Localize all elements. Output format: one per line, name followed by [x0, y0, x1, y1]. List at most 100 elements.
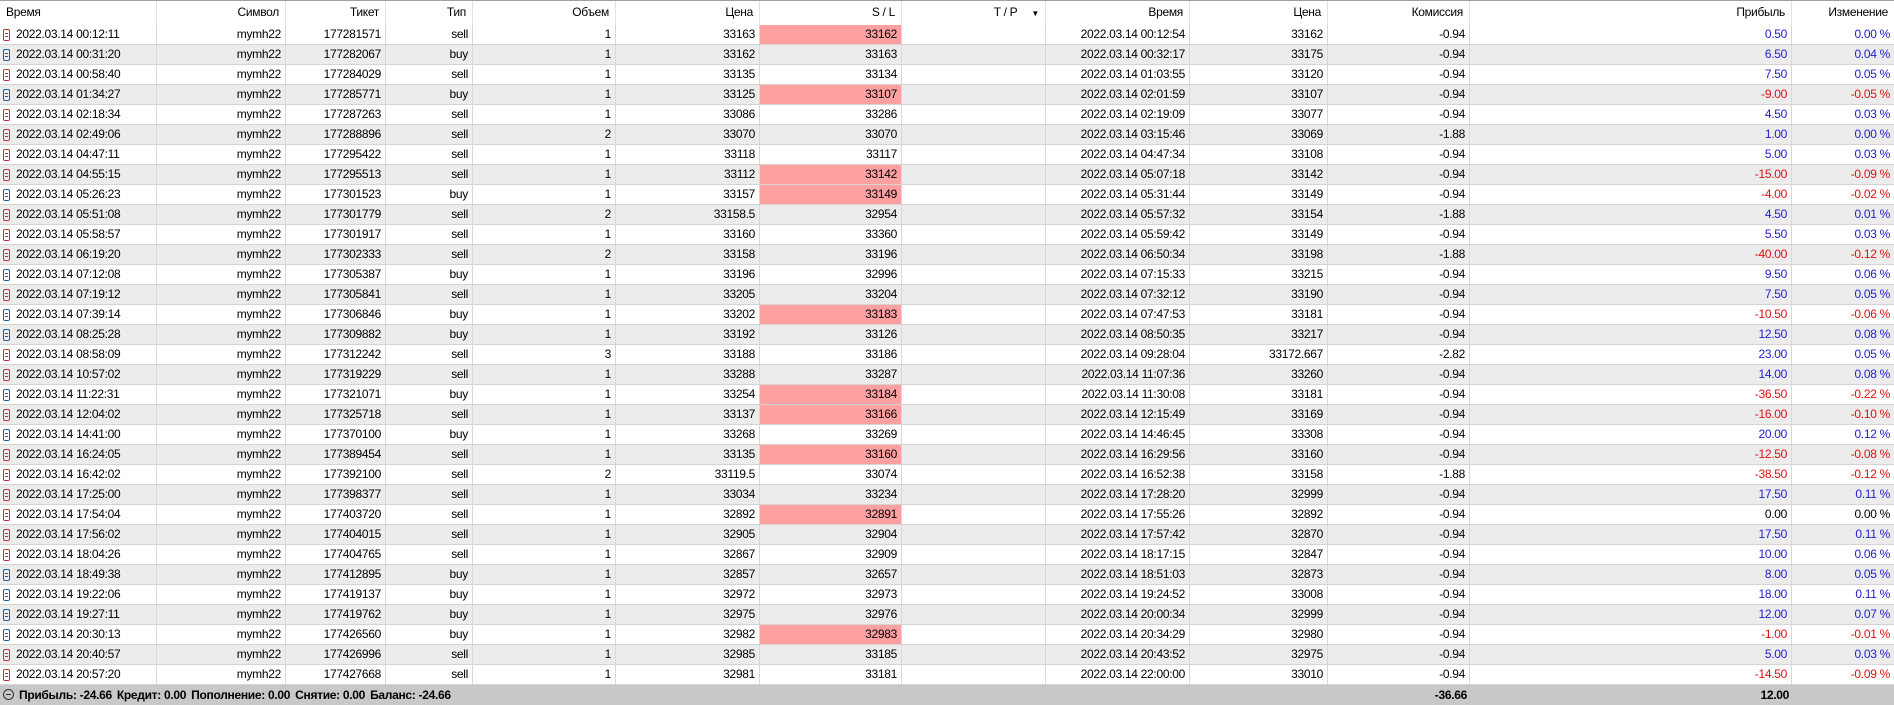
cell-ticket: 177309882: [286, 325, 386, 344]
column-header-tp[interactable]: T / P ▼: [902, 1, 1046, 25]
table-row[interactable]: 2022.03.14 14:41:00 mymh22 177370100 buy 1 33…: [0, 425, 1894, 445]
cell-close-price: 33162: [1190, 25, 1328, 44]
table-row[interactable]: 2022.03.14 04:55:15 mymh22 177295513 sell 1 3…: [0, 165, 1894, 185]
table-row[interactable]: 2022.03.14 12:04:02 mymh22 177325718 sell 1 3…: [0, 405, 1894, 425]
column-header-label: Время: [1148, 5, 1183, 19]
cell-sl: 32891: [760, 505, 902, 524]
cell-tp: [902, 165, 1046, 184]
cell-close-time: 2022.03.14 09:28:04: [1046, 345, 1190, 364]
cell-open-time: 2022.03.14 07:39:14: [0, 305, 157, 324]
commission-total: -36.66: [1434, 688, 1468, 702]
cell-ticket: 177398377: [286, 485, 386, 504]
open-time-text: 2022.03.14 02:18:34: [16, 107, 121, 121]
cell-profit: 5.50: [1470, 225, 1792, 244]
table-row[interactable]: 2022.03.14 07:39:14 mymh22 177306846 buy 1 33…: [0, 305, 1894, 325]
cell-open-price: 33192: [616, 325, 760, 344]
cell-close-time: 2022.03.14 22:00:00: [1046, 665, 1190, 684]
cell-profit: 7.50: [1470, 65, 1792, 84]
collapse-icon[interactable]: [3, 689, 14, 700]
table-row[interactable]: 2022.03.14 00:12:11 mymh22 177281571 sell 1 3…: [0, 25, 1894, 45]
column-header-type[interactable]: Тип: [386, 1, 473, 25]
cell-close-price: 33154: [1190, 205, 1328, 224]
table-row[interactable]: 2022.03.14 08:58:09 mymh22 177312242 sell 3 3…: [0, 345, 1894, 365]
cell-change: 0.11 %: [1855, 587, 1890, 601]
table-row[interactable]: 2022.03.14 02:49:06 mymh22 177288896 sell 2 3…: [0, 125, 1894, 145]
cell-change: -0.08 %: [1850, 447, 1891, 461]
table-row[interactable]: 2022.03.14 19:27:11 mymh22 177419762 buy 1 32…: [0, 605, 1894, 625]
cell-open-time: 2022.03.14 19:22:06: [0, 585, 157, 604]
cell-type: buy: [386, 605, 473, 624]
cell-change: -0.05 %: [1850, 87, 1891, 101]
table-row[interactable]: 2022.03.14 00:31:20 mymh22 177282067 buy 1 33…: [0, 45, 1894, 65]
cell-type: sell: [386, 125, 473, 144]
cell-ticket: 177305387: [286, 265, 386, 284]
table-row[interactable]: 2022.03.14 10:57:02 mymh22 177319229 sell 1 3…: [0, 365, 1894, 385]
table-row[interactable]: 2022.03.14 18:04:26 mymh22 177404765 sell 1 3…: [0, 545, 1894, 565]
cell-volume: 1: [473, 405, 616, 424]
column-header-change[interactable]: Изменение: [1792, 1, 1894, 25]
cell-profit: 6.50: [1470, 45, 1792, 64]
cell-close-price: 33108: [1190, 145, 1328, 164]
table-row[interactable]: 2022.03.14 16:24:05 mymh22 177389454 sell 1 3…: [0, 445, 1894, 465]
cell-change: 0.07 %: [1854, 607, 1890, 621]
column-header-time[interactable]: Время: [0, 1, 157, 25]
table-row[interactable]: 2022.03.14 17:25:00 mymh22 177398377 sell 1 3…: [0, 485, 1894, 505]
column-header-close-time[interactable]: Время: [1046, 1, 1190, 25]
open-time-text: 2022.03.14 20:57:20: [16, 667, 121, 681]
cell-symbol: mymh22: [157, 25, 286, 44]
table-row[interactable]: 2022.03.14 19:22:06 mymh22 177419137 buy 1 32…: [0, 585, 1894, 605]
table-row[interactable]: 2022.03.14 16:42:02 mymh22 177392100 sell 2 3…: [0, 465, 1894, 485]
cell-symbol: mymh22: [157, 365, 286, 384]
cell-change: 0.06 %: [1854, 267, 1890, 281]
table-row[interactable]: 2022.03.14 07:12:08 mymh22 177305387 buy 1 33…: [0, 265, 1894, 285]
table-row[interactable]: 2022.03.14 18:49:38 mymh22 177412895 buy 1 32…: [0, 565, 1894, 585]
open-time-text: 2022.03.14 12:04:02: [16, 407, 121, 421]
open-time-text: 2022.03.14 07:39:14: [16, 307, 121, 321]
profit-total: 12.00: [1760, 688, 1789, 702]
column-header-sl[interactable]: S / L: [760, 1, 902, 25]
table-row[interactable]: 2022.03.14 04:47:11 mymh22 177295422 sell 1 3…: [0, 145, 1894, 165]
cell-close-price: 33175: [1190, 45, 1328, 64]
cell-change: 0.00 %: [1854, 507, 1890, 521]
open-time-text: 2022.03.14 17:56:02: [16, 527, 121, 541]
cell-volume: 1: [473, 425, 616, 444]
table-row[interactable]: 2022.03.14 05:58:57 mymh22 177301917 sell 1 3…: [0, 225, 1894, 245]
table-row[interactable]: 2022.03.14 00:58:40 mymh22 177284029 sell 1 3…: [0, 65, 1894, 85]
table-row[interactable]: 2022.03.14 11:22:31 mymh22 177321071 buy 1 33…: [0, 385, 1894, 405]
column-header-commission[interactable]: Комиссия: [1328, 1, 1470, 25]
cell-sl: 33134: [760, 65, 902, 84]
table-row[interactable]: 2022.03.14 06:19:20 mymh22 177302333 sell 2 3…: [0, 245, 1894, 265]
open-time-text: 2022.03.14 17:25:00: [16, 487, 121, 501]
table-row[interactable]: 2022.03.14 02:18:34 mymh22 177287263 sell 1 3…: [0, 105, 1894, 125]
table-row[interactable]: 2022.03.14 05:51:08 mymh22 177301779 sell 2 3…: [0, 205, 1894, 225]
cell-close-price: 33142: [1190, 165, 1328, 184]
cell-volume: 1: [473, 285, 616, 304]
cell-volume: 1: [473, 525, 616, 544]
cell-open-time: 2022.03.14 04:47:11: [0, 145, 157, 164]
column-header-close-price[interactable]: Цена: [1190, 1, 1328, 25]
table-row[interactable]: 2022.03.14 20:30:13 mymh22 177426560 buy 1 32…: [0, 625, 1894, 645]
cell-type: sell: [386, 145, 473, 164]
cell-close-time: 2022.03.14 17:57:42: [1046, 525, 1190, 544]
column-header-profit[interactable]: Прибыль: [1470, 1, 1792, 25]
table-row[interactable]: 2022.03.14 17:54:04 mymh22 177403720 sell 1 3…: [0, 505, 1894, 525]
column-header-open-price[interactable]: Цена: [616, 1, 760, 25]
column-header-symbol[interactable]: Символ: [157, 1, 286, 25]
table-row[interactable]: 2022.03.14 20:57:20 mymh22 177427668 sell 1 3…: [0, 665, 1894, 685]
table-row[interactable]: 2022.03.14 05:26:23 mymh22 177301523 buy 1 33…: [0, 185, 1894, 205]
table-row[interactable]: 2022.03.14 01:34:27 mymh22 177285771 buy 1 33…: [0, 85, 1894, 105]
table-row[interactable]: 2022.03.14 08:25:28 mymh22 177309882 buy 1 33…: [0, 325, 1894, 345]
table-row[interactable]: 2022.03.14 07:19:12 mymh22 177305841 sell 1 3…: [0, 285, 1894, 305]
cell-commission: -0.94: [1328, 285, 1470, 304]
cell-sl: 33160: [760, 445, 902, 464]
cell-open-price: 33112: [616, 165, 760, 184]
cell-open-time: 2022.03.14 19:27:11: [0, 605, 157, 624]
table-row[interactable]: 2022.03.14 20:40:57 mymh22 177426996 sell 1 3…: [0, 645, 1894, 665]
column-header-label: Символ: [237, 5, 280, 19]
column-header-label: Прибыль: [1736, 5, 1785, 19]
column-header-ticket[interactable]: Тикет: [286, 1, 386, 25]
table-row[interactable]: 2022.03.14 17:56:02 mymh22 177404015 sell 1 3…: [0, 525, 1894, 545]
cell-commission: -0.94: [1328, 225, 1470, 244]
column-header-volume[interactable]: Объем: [473, 1, 616, 25]
cell-change: 0.05 %: [1854, 567, 1890, 581]
